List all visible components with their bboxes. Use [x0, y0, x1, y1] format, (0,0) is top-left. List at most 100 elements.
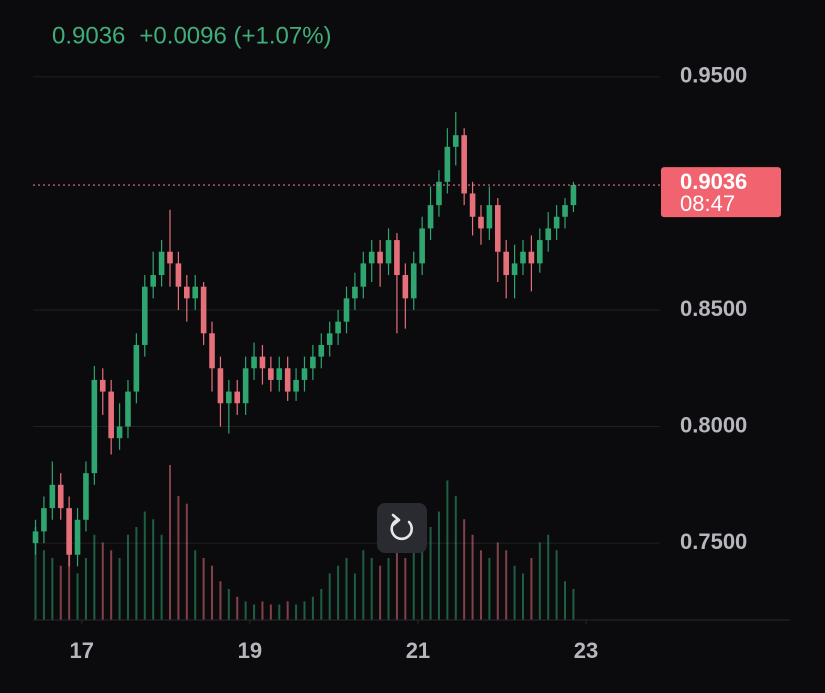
volume-bar: [370, 558, 373, 620]
volume-bar: [101, 542, 104, 620]
volume-bar: [295, 604, 298, 620]
volume-bar: [303, 601, 306, 620]
volume-bar: [421, 542, 424, 620]
candle-body: [116, 426, 123, 439]
candle-body: [226, 391, 232, 404]
candle-body: [310, 356, 316, 369]
volume-bar: [429, 527, 432, 620]
volume-bar: [110, 550, 113, 620]
header-change: +0.0096 (+1.07%): [139, 22, 331, 49]
candle-body: [242, 368, 249, 404]
candle-body: [108, 391, 114, 439]
candle-body: [452, 135, 459, 147]
candle-body: [234, 391, 241, 404]
reset-button-bg[interactable]: [377, 503, 427, 553]
candle-body: [537, 240, 543, 264]
x-tick-label: 23: [574, 638, 598, 663]
candle-body: [133, 344, 140, 392]
volume-bar: [463, 519, 466, 620]
volume-bar: [211, 565, 214, 620]
countdown-label: 08:47: [680, 191, 735, 216]
candle-body: [326, 333, 333, 345]
volume-bar: [353, 573, 356, 620]
candle-body: [158, 251, 165, 276]
candle-body: [284, 368, 291, 392]
volume-bar: [564, 581, 567, 620]
candle-body: [217, 368, 224, 404]
volume-bars: [34, 465, 575, 620]
candle-body: [394, 240, 400, 276]
volume-bar: [412, 550, 415, 620]
header-price: 0.9036: [52, 22, 125, 49]
volume-bar: [168, 465, 171, 620]
candle-body: [251, 356, 257, 369]
candle-body: [318, 344, 325, 357]
candle-body: [494, 205, 501, 252]
volume-bar: [328, 573, 331, 620]
candle-body: [91, 379, 98, 474]
volume-bar: [278, 604, 281, 620]
candle-body: [503, 251, 509, 276]
volume-bar: [227, 589, 230, 620]
candle-body: [545, 228, 552, 241]
volume-bar: [286, 601, 289, 620]
x-tick-label: 17: [70, 638, 94, 663]
x-tick-label: 19: [238, 638, 262, 663]
volume-bar: [387, 558, 390, 620]
candle-body: [293, 379, 299, 392]
volume-bar: [395, 550, 398, 620]
candle-body: [57, 484, 64, 509]
volume-bar: [68, 542, 71, 620]
candle-body: [343, 298, 350, 322]
candle-body: [469, 193, 476, 217]
volume-bar: [42, 550, 45, 620]
volume-bar: [269, 604, 272, 620]
candle-body: [41, 508, 47, 532]
x-tick-label: 21: [406, 638, 430, 663]
volume-bar: [555, 550, 558, 620]
candle-body: [385, 240, 392, 264]
candle-body: [167, 251, 173, 264]
candle-body: [184, 286, 190, 299]
candle-body: [268, 368, 274, 380]
candle-body: [301, 368, 308, 380]
volume-bar: [160, 534, 163, 620]
volume-bar: [261, 601, 264, 620]
volume-bar: [437, 511, 440, 620]
volume-bar: [126, 534, 129, 620]
volume-bar: [152, 519, 155, 620]
candle-body: [125, 391, 131, 427]
candle-body: [410, 263, 417, 299]
candle-body: [209, 333, 215, 369]
candle-body: [553, 216, 560, 229]
candle-body: [175, 263, 182, 287]
y-tick-label: 0.7500: [680, 529, 747, 554]
candle-body: [49, 484, 56, 509]
candle-body: [444, 146, 451, 182]
candle-body: [83, 473, 89, 520]
volume-bar: [488, 558, 491, 620]
y-tick-label: 0.9500: [680, 63, 747, 88]
volume-bar: [311, 596, 314, 620]
candle-body: [528, 251, 535, 264]
candle-body: [377, 251, 383, 264]
volume-bar: [51, 558, 54, 620]
volume-bar: [143, 511, 146, 620]
volume-bar: [446, 480, 449, 620]
volume-bar: [479, 550, 482, 620]
volume-bar: [538, 542, 541, 620]
candle-body: [562, 205, 568, 217]
candle-body: [368, 251, 375, 264]
volume-bar: [572, 589, 575, 620]
reset-button[interactable]: [377, 503, 427, 553]
grid: [33, 76, 660, 624]
volume-bar: [93, 534, 96, 620]
volume-bar: [219, 581, 222, 620]
y-tick-label: 0.8000: [680, 412, 747, 437]
volume-bar: [34, 527, 37, 620]
volume-bar: [253, 604, 256, 620]
candle-body: [74, 519, 81, 555]
candle-body: [461, 135, 467, 194]
